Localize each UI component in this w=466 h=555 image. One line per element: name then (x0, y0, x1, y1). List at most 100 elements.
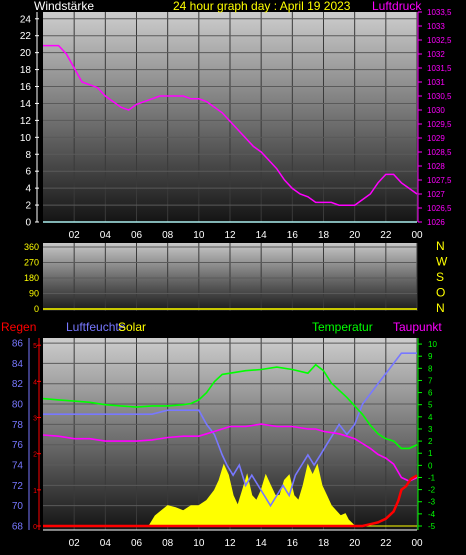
y-temp-tick-label: -4 (428, 510, 436, 519)
y-temp-tick-label: -1 (428, 473, 436, 482)
y-temp-tick-label: 7 (428, 376, 433, 385)
y-rain-tick-label: 3 (33, 416, 37, 423)
x-tick-label: 14 (256, 538, 268, 549)
y-left-tick-label: 180 (24, 273, 39, 283)
y-right-tick-label: 1031 (427, 78, 445, 87)
y-temp-tick-label: 1 (428, 449, 433, 458)
y-right-tick-label: 1030,5 (427, 92, 452, 101)
y-humidity-tick-label: 80 (12, 400, 24, 411)
y-humidity-tick-label: 82 (12, 379, 24, 390)
y-temp-tick-label: 2 (428, 437, 433, 446)
series-area-Solar (43, 463, 417, 527)
legend-solar: Solar (118, 320, 146, 334)
x-tick-label: 20 (349, 230, 361, 241)
y-left-tick-label: 2 (25, 201, 31, 212)
compass-label: W (436, 255, 448, 269)
compass-label: N (436, 239, 445, 253)
y-left-tick-label: 10 (20, 133, 32, 144)
x-tick-label: 02 (69, 230, 81, 241)
compass-label: N (436, 301, 445, 315)
y-temp-tick-label: 10 (428, 340, 437, 349)
y-humidity-tick-label: 68 (12, 522, 24, 533)
y-right-tick-label: 1033,5 (427, 8, 452, 17)
y-right-tick-label: 1033 (427, 22, 445, 31)
y-right-tick-label: 1032 (427, 50, 445, 59)
x-tick-label: 14 (256, 230, 268, 241)
y-humidity-tick-label: 84 (12, 359, 24, 370)
y-temp-tick-label: -5 (428, 522, 436, 531)
y-temp-tick-label: 4 (428, 413, 433, 422)
x-tick-label: 08 (162, 538, 174, 549)
series-line-Regen (43, 474, 418, 528)
y-left-tick-label: 4 (25, 184, 31, 195)
x-tick-label: 12 (224, 230, 236, 241)
y-right-tick-label: 1028 (427, 162, 445, 171)
compass-label: O (436, 286, 445, 300)
y-rain-tick-label: 4 (33, 379, 37, 386)
y-temp-tick-label: -2 (428, 486, 436, 495)
x-tick-label: 18 (318, 230, 330, 241)
y-humidity-tick-label: 76 (12, 440, 24, 451)
series-line-Temperatur (42, 363, 418, 450)
y-rain-tick-label: 5 (33, 343, 37, 350)
series-bottom (42, 352, 418, 528)
legend-dewpoint: Taupunkt (393, 320, 442, 334)
x-tick-label: 10 (193, 538, 205, 549)
y-right-tick-label: 1026 (427, 218, 445, 227)
y-rain-tick-label: 2 (33, 452, 37, 459)
x-tick-label: 00 (411, 230, 423, 241)
humidity-temperature-chart: 02 04 06 08 10 12 14 16 18 20 22 006870727476788082… (1, 320, 442, 549)
y-right-tick-label: 1029,5 (427, 120, 452, 129)
pressure-wind-chart: 02 04 06 08 10 12 14 16 18 20 22 000246810121416182… (20, 0, 452, 241)
x-tick-label: 22 (380, 230, 392, 241)
x-tick-label: 08 (162, 230, 174, 241)
y-left-tick-label: 0 (34, 304, 39, 314)
y-right-tick-label: 1029 (427, 134, 445, 143)
left-axis-label: Windstärke (34, 0, 94, 13)
y-left-tick-label: 18 (20, 65, 32, 76)
x-tick-label: 04 (100, 538, 112, 549)
y-humidity-tick-label: 78 (12, 420, 24, 431)
y-left-tick-label: 360 (24, 242, 39, 252)
y-left-tick-label: 14 (20, 99, 32, 110)
y-left-tick-label: 8 (25, 150, 31, 161)
y-right-tick-label: 1028,5 (427, 148, 452, 157)
x-tick-label: 04 (100, 230, 112, 241)
grid-middle (43, 243, 418, 311)
x-tick-label: 06 (131, 538, 143, 549)
x-tick-label: 18 (318, 538, 330, 549)
series-line-Luftdruck (43, 44, 418, 206)
x-tick-label: 16 (287, 538, 299, 549)
right-axis-label: Luftdruck (372, 0, 422, 13)
chart-title: 24 hour graph day : April 19 2023 (173, 0, 351, 13)
y-right-tick-label: 1026,5 (427, 204, 452, 213)
y-right-tick-label: 1032,5 (427, 36, 452, 45)
y-temp-tick-label: 5 (428, 401, 433, 410)
x-tick-label: 00 (411, 538, 423, 549)
x-tick-label: 12 (224, 538, 236, 549)
y-temp-tick-label: 9 (428, 352, 433, 361)
y-left-tick-label: 22 (20, 31, 32, 42)
y-left-tick-label: 6 (25, 167, 31, 178)
x-tick-label: 02 (69, 538, 81, 549)
axes-bottom: 02 04 06 08 10 12 14 16 18 20 22 006870727476788082… (12, 338, 437, 549)
x-tick-label: 20 (349, 538, 361, 549)
x-tick-label: 16 (287, 230, 299, 241)
y-temp-tick-label: 3 (428, 425, 433, 434)
y-humidity-tick-label: 86 (12, 339, 24, 350)
legend-temperature: Temperatur (312, 320, 373, 334)
x-tick-label: 22 (380, 538, 392, 549)
y-left-tick-label: 20 (20, 48, 32, 59)
axes-top: 02 04 06 08 10 12 14 16 18 20 22 000246810121416182… (20, 8, 452, 241)
y-left-tick-label: 12 (20, 116, 32, 127)
legend-rain: Regen (1, 320, 36, 334)
legend-humidity: Luftfeuchte (66, 320, 126, 334)
y-left-tick-label: 24 (20, 14, 32, 25)
y-temp-tick-label: 6 (428, 389, 433, 398)
grid-top (43, 12, 418, 223)
series-line-Taupunkt (42, 423, 418, 482)
y-left-tick-label: 90 (29, 289, 39, 299)
y-humidity-tick-label: 72 (12, 481, 24, 492)
